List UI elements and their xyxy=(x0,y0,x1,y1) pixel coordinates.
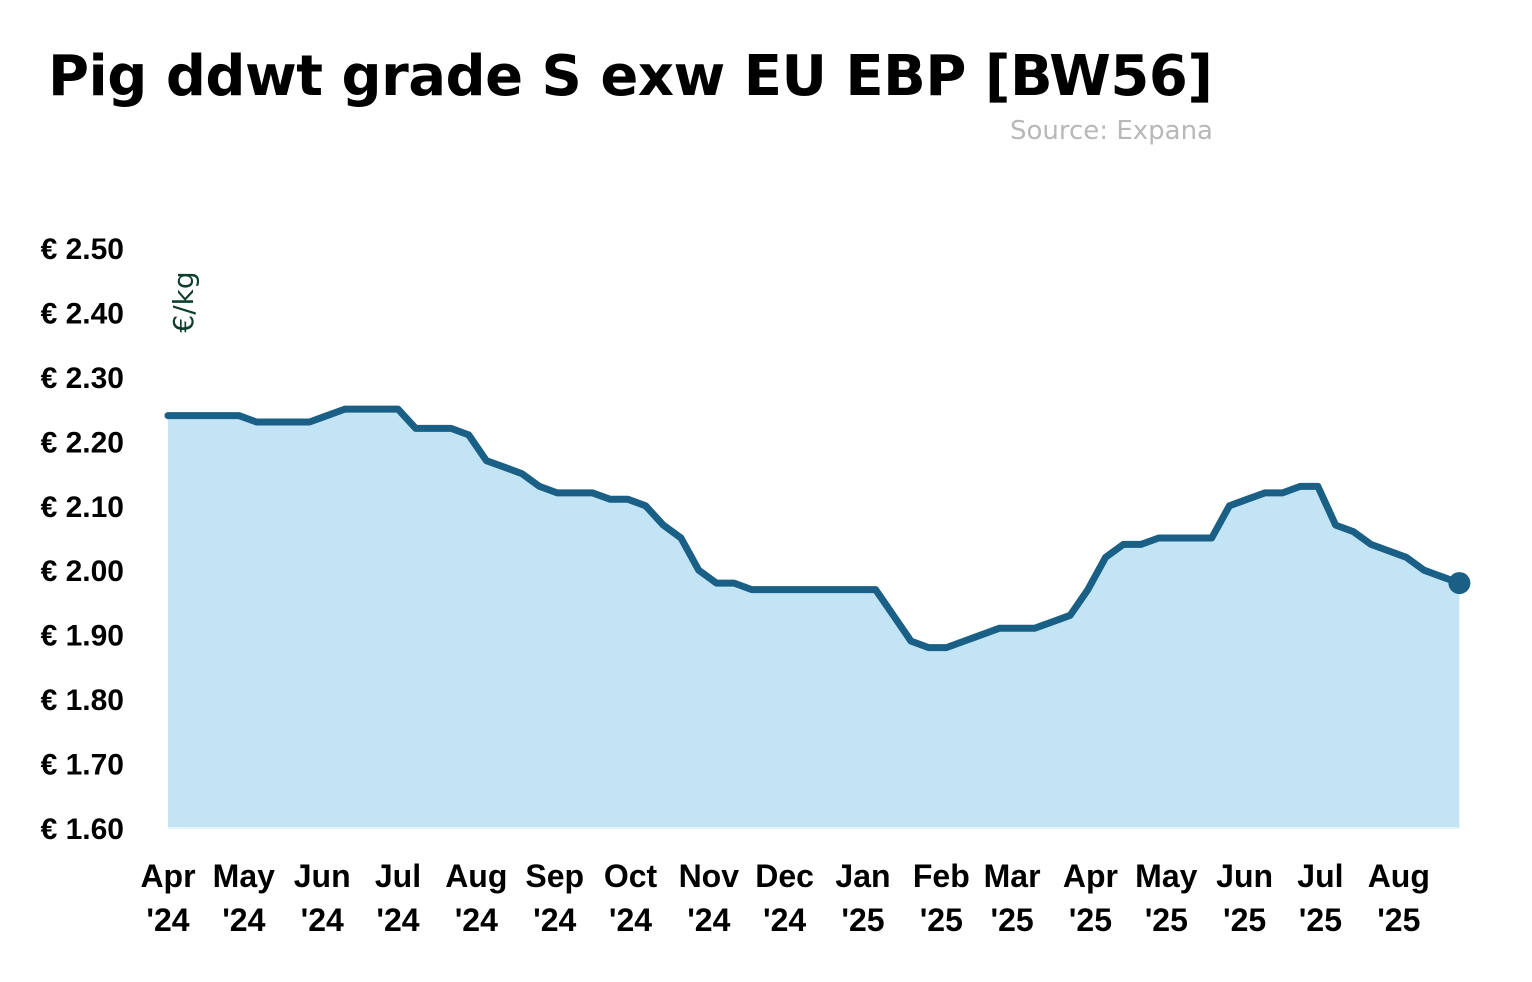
y-tick-label: € 2.50 xyxy=(41,233,124,266)
x-tick-label: Nov '24 xyxy=(679,858,740,938)
x-tick-label: May '25 xyxy=(1135,858,1197,938)
y-tick-label: € 2.00 xyxy=(41,555,124,588)
x-tick-label: Sep '24 xyxy=(525,858,584,938)
x-tick-label: Jan '25 xyxy=(835,858,890,938)
y-tick-label: € 2.10 xyxy=(41,491,124,524)
x-tick-label: May '24 xyxy=(213,858,275,938)
x-tick-label: Feb '25 xyxy=(913,858,970,938)
y-tick-label: € 2.20 xyxy=(41,426,124,459)
plot-area xyxy=(164,405,1471,829)
y-axis-label: €/kg xyxy=(167,271,200,332)
y-tick-label: € 1.90 xyxy=(41,620,124,653)
x-tick-label: Aug '24 xyxy=(445,858,507,938)
chart-title: Pig ddwt grade S exw EU EBP [BW56] xyxy=(48,44,1213,109)
x-axis-ticks: Apr '24 May '24 Jun '24 Jul '24 Aug '24 Sep '24 Oct '… xyxy=(140,858,1429,938)
x-tick-label: Aug '25 xyxy=(1368,858,1430,938)
last-value-marker xyxy=(1448,572,1471,595)
series-line xyxy=(164,405,1463,652)
x-tick-label: Apr '24 xyxy=(140,858,195,938)
y-tick-label: € 2.30 xyxy=(41,362,124,395)
chart-source: Source: Expana xyxy=(1010,116,1213,146)
x-tick-label: Mar '25 xyxy=(984,858,1041,938)
x-tick-label: Jun '25 xyxy=(1216,858,1273,938)
y-tick-label: € 2.40 xyxy=(41,297,124,330)
x-tick-label: Jul '24 xyxy=(375,858,421,938)
x-tick-label: Oct '24 xyxy=(604,858,658,938)
y-axis-ticks: € 2.50 € 2.40 € 2.30 € 2.20 € 2.10 € 2.00 € 1.… xyxy=(41,233,124,846)
y-tick-label: € 1.70 xyxy=(41,749,124,782)
x-tick-label: Apr '25 xyxy=(1063,858,1118,938)
x-tick-label: Jul '25 xyxy=(1297,858,1343,938)
y-tick-label: € 1.80 xyxy=(41,684,124,717)
y-tick-label: € 1.60 xyxy=(41,813,124,846)
x-tick-label: Dec '24 xyxy=(755,858,814,938)
series-area-fill xyxy=(168,409,1460,828)
x-tick-label: Jun '24 xyxy=(294,858,351,938)
